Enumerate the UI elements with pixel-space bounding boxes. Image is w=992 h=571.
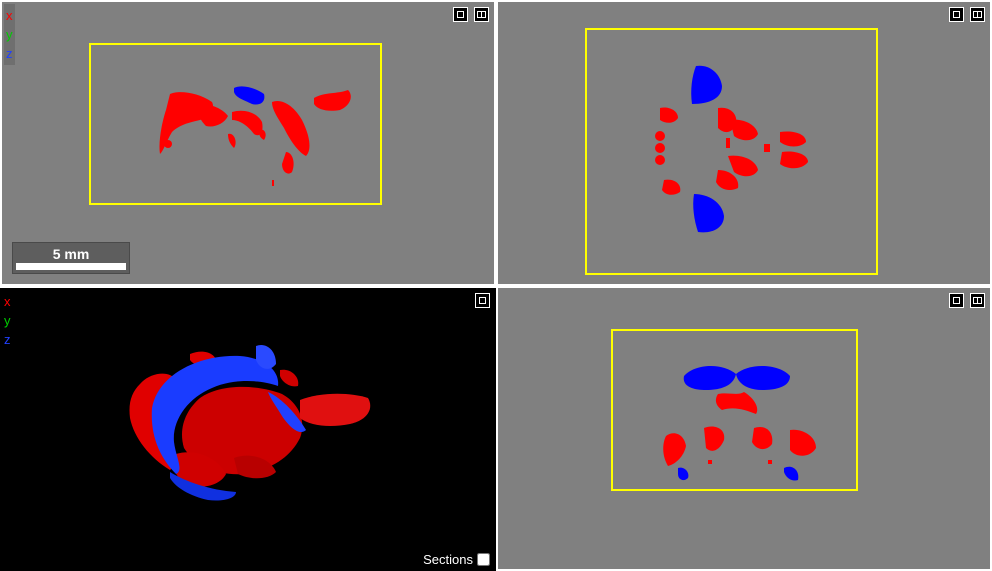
scale-bar-label: 5 mm — [52, 246, 90, 262]
slice-image — [89, 43, 382, 205]
sections-toggle[interactable]: Sections — [423, 552, 490, 567]
red-segmentation — [663, 392, 816, 466]
axis-y-label: y — [4, 313, 11, 328]
scale-bar-line — [16, 263, 126, 270]
bounding-box — [611, 329, 858, 491]
split-view-icon[interactable] — [474, 7, 489, 22]
slice-view-bottom-right[interactable] — [498, 288, 990, 569]
maximize-icon[interactable] — [949, 293, 964, 308]
axis-z-label: z — [4, 332, 11, 347]
axis-y-label: y — [6, 27, 13, 42]
blue-segmentation — [678, 365, 799, 481]
maximize-icon[interactable] — [949, 7, 964, 22]
scale-bar: 5 mm — [12, 242, 130, 274]
render-3d-view[interactable]: x y z Sections — [0, 288, 496, 571]
bounding-box — [89, 43, 382, 205]
axis-legend: x y z — [4, 4, 15, 65]
slice-image — [585, 28, 878, 275]
bounding-box — [585, 28, 878, 275]
split-view-icon[interactable] — [970, 7, 985, 22]
axis-x-label: x — [4, 294, 11, 309]
blue-segmentation — [234, 86, 265, 105]
red-3d-structure — [129, 351, 371, 487]
maximize-icon[interactable] — [453, 7, 468, 22]
slice-image — [611, 329, 858, 491]
split-view-icon[interactable] — [970, 293, 985, 308]
sections-checkbox[interactable] — [477, 553, 490, 566]
axis-x-label: x — [6, 8, 13, 23]
slice-view-top-right[interactable] — [498, 2, 990, 284]
red-segmentation — [655, 107, 808, 195]
axis-z-label: z — [6, 46, 13, 61]
axis-legend: x y z — [2, 290, 13, 351]
blue-3d-structure — [151, 344, 306, 501]
blue-segmentation — [691, 65, 724, 233]
maximize-icon[interactable] — [475, 293, 490, 308]
red-segmentation — [159, 90, 351, 186]
slice-view-top-left[interactable]: x y z 5 mm — [2, 2, 494, 284]
render-3d-image — [129, 344, 371, 501]
sections-label: Sections — [423, 552, 473, 567]
